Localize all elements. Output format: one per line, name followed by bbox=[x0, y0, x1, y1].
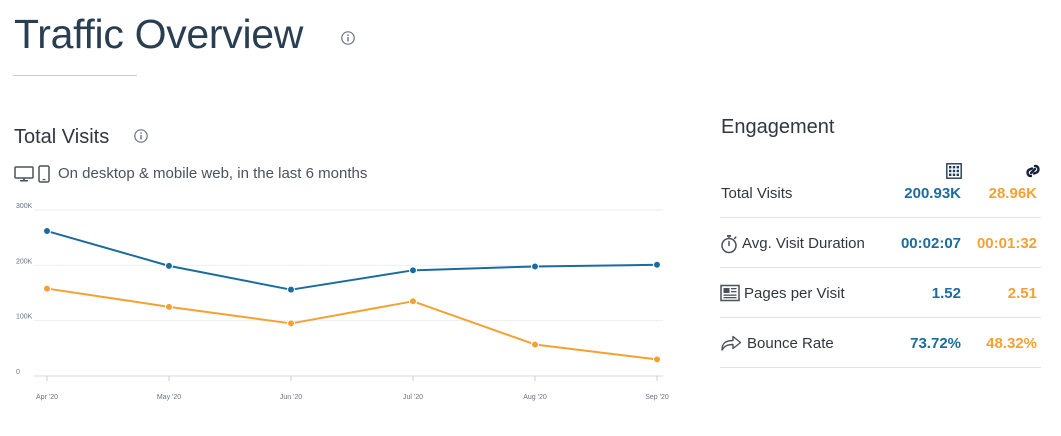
y-tick-label: 0 bbox=[16, 369, 20, 376]
metric-row-total-visits: Total Visits 200.93K 28.96K bbox=[720, 168, 1041, 218]
total-visits-title: Total Visits bbox=[14, 126, 110, 148]
data-point bbox=[653, 260, 661, 269]
metric-row-avg-visit-duration: Avg. Visit Duration 00:02:07 00:01:32 bbox=[720, 218, 1041, 268]
y-tick-label: 200K bbox=[16, 258, 33, 265]
x-tick-label: Apr '20 bbox=[36, 394, 58, 401]
x-tick-label: Sep '20 bbox=[645, 394, 669, 401]
data-point bbox=[287, 285, 295, 294]
stopwatch-icon bbox=[721, 235, 737, 254]
x-tick-label: Aug '20 bbox=[523, 394, 547, 401]
data-point bbox=[531, 262, 539, 271]
series-line-1 bbox=[46, 230, 658, 291]
device-description: On desktop & mobile web, in the last 6 m… bbox=[58, 165, 368, 182]
row-divider bbox=[720, 267, 1041, 268]
row-divider bbox=[720, 367, 1041, 368]
metric-value-site-b: 2.51 bbox=[1007, 285, 1037, 302]
link-logo-icon bbox=[1026, 164, 1040, 178]
desktop-icon bbox=[14, 166, 34, 182]
metric-value-site-a: 00:02:07 bbox=[900, 235, 961, 252]
data-point bbox=[43, 227, 51, 236]
metric-value-site-b: 00:01:32 bbox=[976, 235, 1037, 252]
metric-row-pages-per-visit: Pages per Visit 1.52 2.51 bbox=[720, 268, 1041, 318]
metric-value-site-b: 28.96K bbox=[988, 185, 1037, 202]
metric-value-site-a: 200.93K bbox=[904, 185, 961, 202]
series-line-2 bbox=[46, 287, 658, 361]
row-divider bbox=[720, 217, 1041, 218]
x-tick-label: Jul '20 bbox=[403, 394, 423, 401]
visits-line-chart: 0 100K 200K 300K Apr '20 May '20 Jun '20 Jul '2… bbox=[16, 203, 669, 401]
page-title: Traffic Overview bbox=[14, 11, 304, 57]
data-point bbox=[287, 319, 295, 328]
info-icon[interactable] bbox=[341, 31, 355, 45]
y-tick-label: 300K bbox=[16, 203, 33, 210]
row-divider bbox=[720, 317, 1041, 318]
data-point bbox=[409, 297, 417, 306]
x-tick-label: Jun '20 bbox=[280, 394, 302, 401]
engagement-title: Engagement bbox=[721, 116, 835, 138]
metric-value-site-b: 48.32% bbox=[986, 335, 1037, 352]
metric-value-site-a: 73.72% bbox=[910, 335, 961, 352]
metric-value-site-a: 1.52 bbox=[931, 285, 961, 302]
data-point bbox=[165, 302, 173, 311]
data-point bbox=[531, 340, 539, 349]
data-point bbox=[653, 355, 661, 364]
title-divider bbox=[13, 75, 137, 76]
pages-icon bbox=[720, 284, 740, 302]
data-point bbox=[165, 261, 173, 270]
x-tick-label: May '20 bbox=[157, 394, 181, 401]
metric-row-bounce-rate: Bounce Rate 73.72% 48.32% bbox=[720, 318, 1041, 368]
mobile-icon bbox=[38, 165, 50, 183]
data-point bbox=[409, 266, 417, 275]
info-icon[interactable] bbox=[134, 129, 148, 143]
share-arrow-icon bbox=[721, 335, 742, 351]
metric-label: Total Visits bbox=[721, 185, 793, 202]
grid-logo-icon bbox=[946, 163, 962, 179]
y-tick-label: 100K bbox=[16, 314, 33, 321]
metric-label: Bounce Rate bbox=[747, 335, 834, 352]
metric-label: Pages per Visit bbox=[744, 285, 845, 302]
data-point bbox=[43, 284, 51, 293]
metric-label: Avg. Visit Duration bbox=[742, 235, 865, 252]
